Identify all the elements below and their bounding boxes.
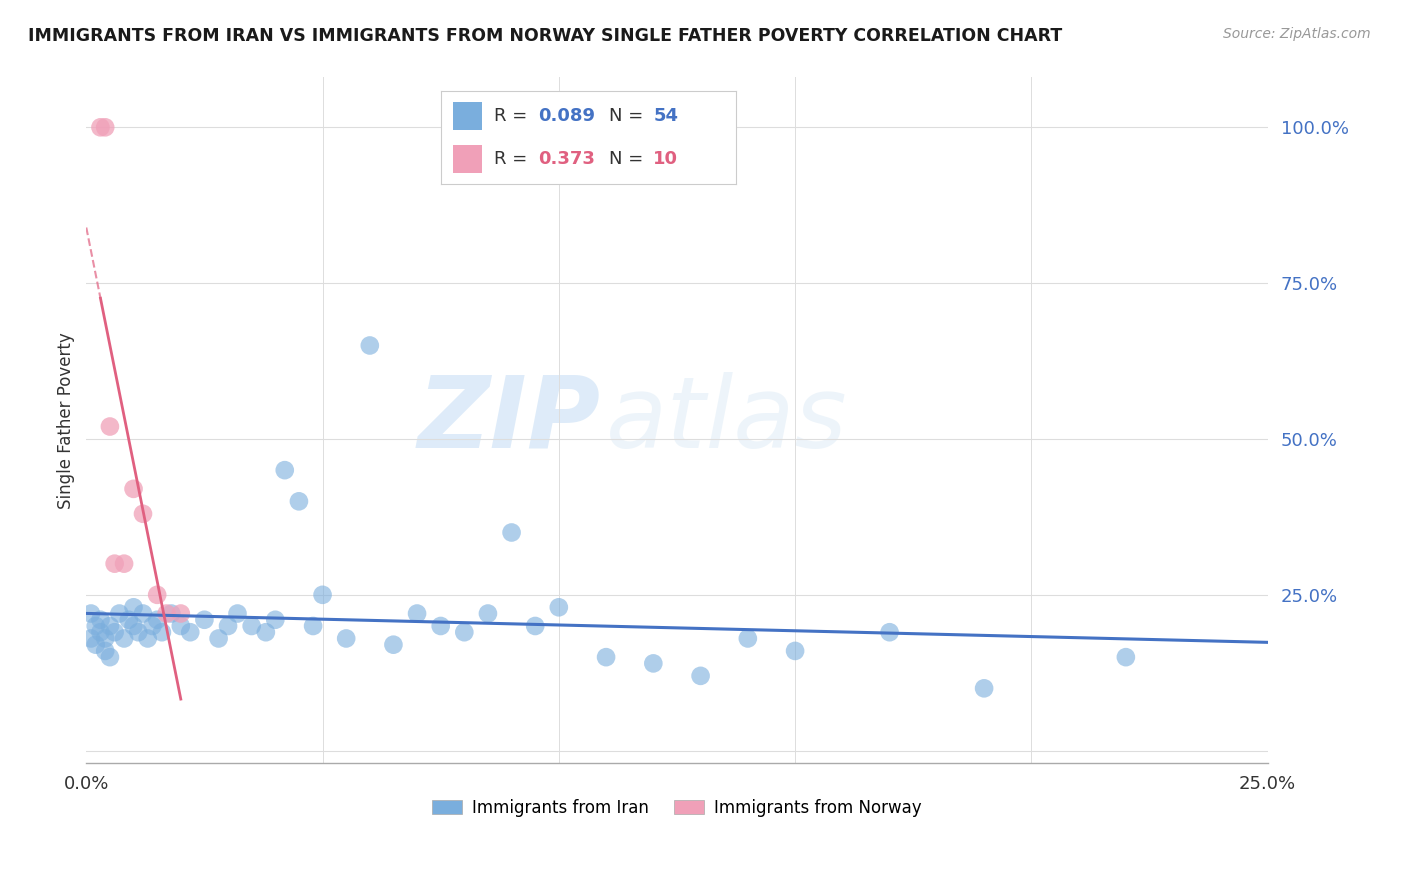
Point (288, 494, 311, 508)
Text: Source: ZipAtlas.com: Source: ZipAtlas.com (1223, 27, 1371, 41)
Point (136, 632, 159, 646)
Point (547, 600, 569, 615)
Point (737, 632, 759, 646)
Point (477, 607, 499, 621)
Point (122, 482, 145, 496)
Point (335, 632, 357, 646)
Point (311, 588, 333, 602)
Point (1115, 650, 1137, 665)
Point (98, 619, 121, 633)
Point (89, 625, 111, 640)
Y-axis label: Single Father Poverty: Single Father Poverty (58, 332, 75, 508)
Point (170, 619, 193, 633)
Point (132, 507, 155, 521)
Text: IMMIGRANTS FROM IRAN VS IMMIGRANTS FROM NORWAY SINGLE FATHER POVERTY CORRELATION: IMMIGRANTS FROM IRAN VS IMMIGRANTS FROM … (28, 27, 1063, 45)
Point (94, 644, 117, 658)
Point (501, 525, 523, 540)
Point (80, 632, 103, 646)
Point (122, 619, 145, 633)
Text: ZIP: ZIP (418, 372, 600, 469)
Point (240, 619, 263, 633)
Point (104, 557, 127, 571)
Point (84, 619, 107, 633)
Point (146, 588, 169, 602)
Point (89, 120, 111, 135)
Point (156, 607, 179, 621)
Point (302, 619, 325, 633)
Point (104, 625, 127, 640)
Point (146, 613, 169, 627)
Point (80, 607, 103, 621)
Point (595, 650, 617, 665)
Point (382, 638, 405, 652)
Point (122, 600, 145, 615)
Legend: Immigrants from Iran, Immigrants from Norway: Immigrants from Iran, Immigrants from No… (426, 792, 928, 823)
Point (783, 644, 806, 658)
Point (141, 619, 163, 633)
Point (453, 625, 475, 640)
Point (429, 619, 451, 633)
Point (112, 557, 135, 571)
Point (108, 607, 131, 621)
Point (264, 613, 287, 627)
Point (98, 419, 121, 434)
Point (217, 619, 239, 633)
Point (160, 607, 183, 621)
Point (132, 607, 155, 621)
Point (689, 669, 711, 683)
Point (84, 638, 107, 652)
Point (98, 650, 121, 665)
Point (170, 607, 193, 621)
Point (524, 619, 547, 633)
Point (406, 607, 429, 621)
Point (179, 625, 201, 640)
Point (274, 463, 297, 477)
Point (193, 613, 215, 627)
Point (879, 625, 901, 640)
Point (254, 625, 277, 640)
Point (94, 632, 117, 646)
Point (150, 625, 173, 640)
Point (226, 607, 249, 621)
Point (94, 120, 117, 135)
Point (118, 613, 141, 627)
Point (89, 613, 111, 627)
Point (112, 632, 135, 646)
Point (973, 681, 995, 696)
Point (359, 338, 381, 352)
Point (643, 657, 665, 671)
Point (127, 625, 149, 640)
Point (207, 632, 229, 646)
Text: atlas: atlas (606, 372, 848, 469)
